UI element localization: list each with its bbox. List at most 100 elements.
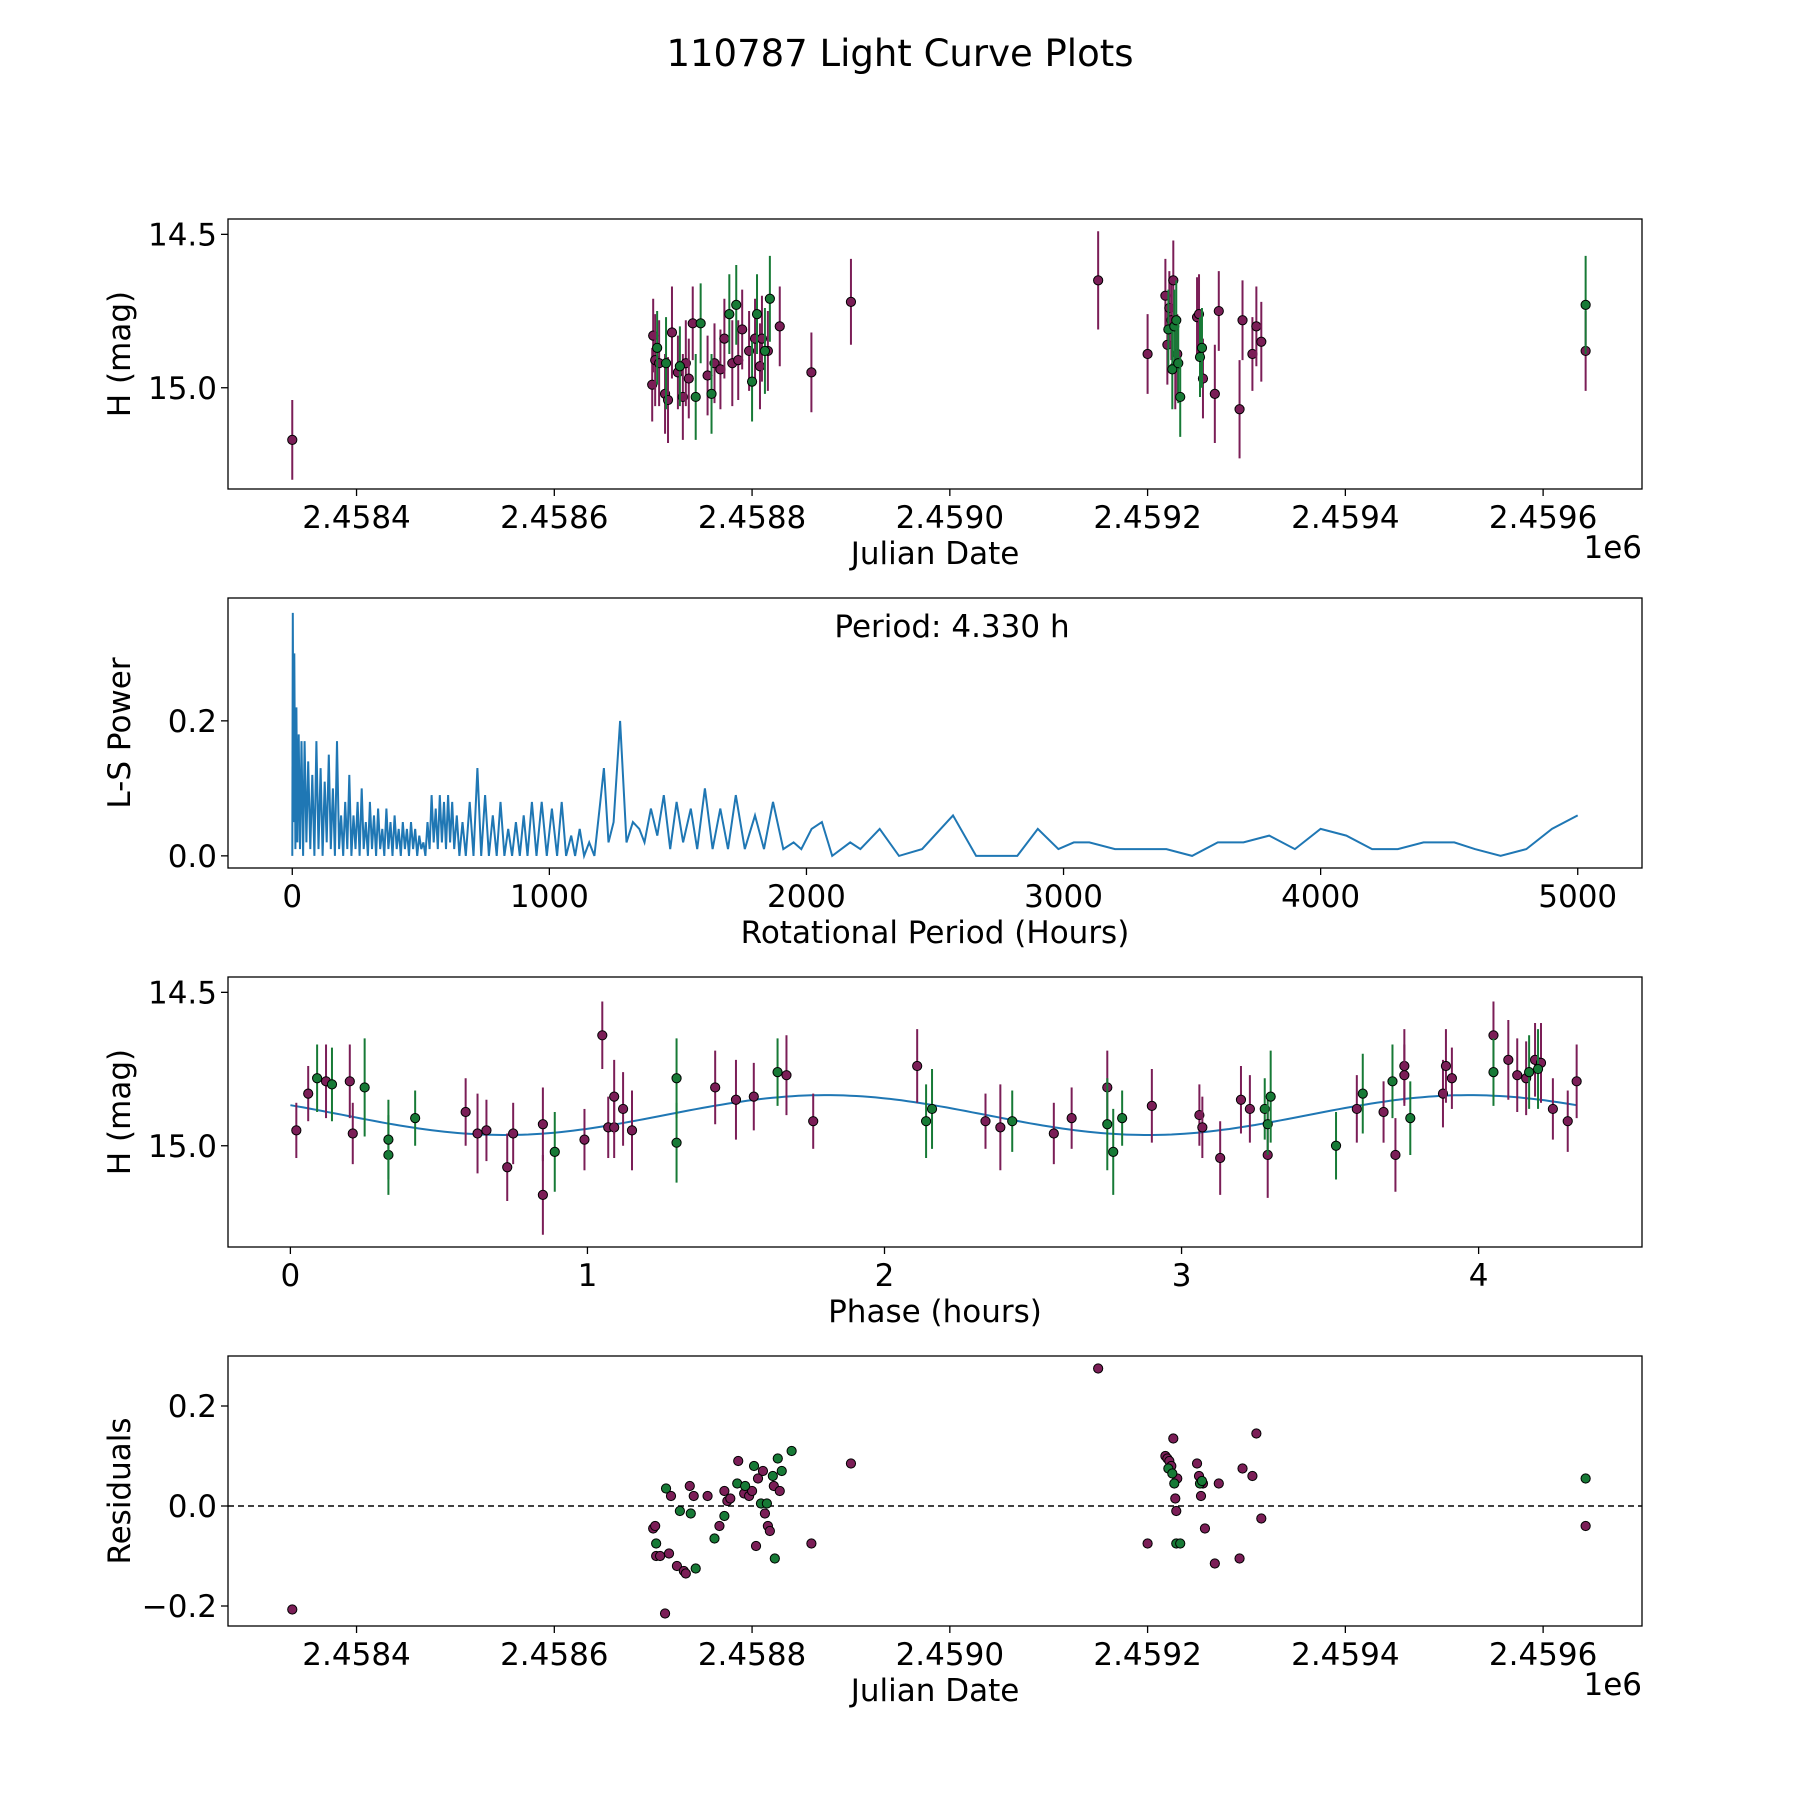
y-tick-label: 0.0 [168, 1489, 217, 1525]
data-point [666, 327, 678, 338]
data-point [690, 391, 701, 403]
data-point [776, 1465, 787, 1477]
data-point [1580, 1473, 1591, 1484]
x-tick-label: 0 [282, 879, 302, 915]
data-point [724, 309, 735, 320]
data-point [764, 293, 775, 304]
x-tick-label: 4 [1469, 1258, 1489, 1294]
data-point [1251, 1428, 1262, 1439]
y-tick-label: 0.0 [168, 839, 217, 875]
x-tick-label: 2.4584 [302, 500, 410, 536]
data-point [660, 358, 672, 369]
data-point [344, 1076, 355, 1087]
data-point [537, 1189, 548, 1200]
data-point [303, 1088, 314, 1099]
data-point [1169, 1478, 1180, 1489]
data-point [663, 1548, 675, 1559]
data-point [806, 367, 817, 378]
x-tick-label: 2.4584 [302, 1637, 410, 1673]
data-point [926, 1103, 938, 1115]
x-tick-label: 2.4590 [896, 1637, 1004, 1673]
data-point [1102, 1119, 1113, 1130]
data-point [1387, 1076, 1398, 1087]
data-point [597, 1030, 608, 1041]
data-point [719, 333, 730, 344]
data-point [845, 296, 857, 307]
axes-frame [227, 976, 1643, 1248]
x-axis-label: Julian Date [849, 536, 1020, 572]
data-point [688, 1490, 699, 1502]
x-offset-label: 1e6 [1583, 1667, 1642, 1703]
data-point [312, 1073, 323, 1084]
data-point [725, 1493, 736, 1504]
data-point [1142, 348, 1153, 360]
x-tick-label: 2.4586 [500, 500, 608, 536]
data-point [1168, 1433, 1179, 1444]
data-point [1093, 275, 1104, 286]
x-tick-label: 2.4586 [500, 1637, 608, 1673]
axes-frame [227, 218, 1643, 490]
data-point [549, 1146, 560, 1157]
data-point [1167, 1468, 1178, 1479]
data-point [1215, 1152, 1226, 1164]
data-point [1171, 315, 1182, 326]
data-point [1196, 1475, 1208, 1487]
plot-area [287, 231, 1591, 480]
data-point [719, 1485, 730, 1497]
data-point [671, 1073, 682, 1084]
data-point [1175, 391, 1186, 403]
data-point [1237, 315, 1248, 326]
data-point [731, 299, 742, 311]
x-axis-label: Julian Date [849, 1673, 1020, 1709]
x-tick-label: 2.4588 [698, 500, 806, 536]
data-point [769, 1553, 780, 1564]
y-axis-label: Residuals [102, 1417, 138, 1564]
data-point [733, 1455, 744, 1467]
data-point [683, 373, 694, 384]
periodogram-line [291, 612, 1579, 860]
data-point [659, 1608, 671, 1619]
y-axis-label: L-S Power [102, 657, 138, 808]
data-point [1524, 1067, 1535, 1078]
data-point [1547, 1103, 1558, 1115]
data-point [1235, 1094, 1247, 1105]
data-point [579, 1134, 590, 1145]
phased-panel: 0 1 2 3 4 15.0 14.5 Phase (hours) H (mag) [102, 975, 1643, 1330]
data-point [1512, 1070, 1523, 1081]
data-point [1265, 1091, 1276, 1102]
data-point [1571, 1076, 1582, 1087]
data-point [737, 324, 748, 335]
data-point [764, 1525, 775, 1537]
x-tick-label: 2.4596 [1489, 500, 1597, 536]
data-point [1213, 305, 1224, 317]
data-point [761, 1498, 773, 1509]
data-point [1357, 1088, 1368, 1099]
data-point [1488, 1067, 1499, 1078]
data-point [1256, 1513, 1267, 1524]
data-point [740, 1480, 751, 1492]
data-point [1170, 1493, 1181, 1504]
residuals-panel: 2.4584 2.4586 2.4588 2.4590 2.4592 2.4594 2.45… [102, 1355, 1643, 1709]
data-point [1199, 1523, 1211, 1534]
data-point [781, 1070, 792, 1081]
y-axis-label: H (mag) [102, 1049, 138, 1175]
y-tick-label: 0.2 [168, 704, 217, 740]
data-point [347, 1128, 358, 1139]
data-point [995, 1122, 1006, 1133]
data-point [671, 1137, 682, 1148]
x-tick-label: 2.4596 [1489, 1637, 1597, 1673]
x-tick-label: 5000 [1538, 879, 1617, 915]
data-point [1251, 321, 1262, 332]
x-tick-label: 2.4592 [1093, 1637, 1201, 1673]
data-point [774, 1485, 785, 1497]
data-point [1194, 351, 1206, 363]
x-tick-label: 2.4590 [896, 500, 1004, 536]
y-tick-label: 14.5 [148, 217, 217, 253]
x-axis-label: Phase (hours) [828, 1294, 1042, 1330]
data-point [690, 1563, 701, 1574]
period-annotation: Period: 4.330 h [834, 609, 1069, 645]
data-point [1191, 1458, 1203, 1469]
data-point [650, 1520, 661, 1532]
data-point [774, 321, 785, 332]
data-point [710, 1082, 721, 1093]
